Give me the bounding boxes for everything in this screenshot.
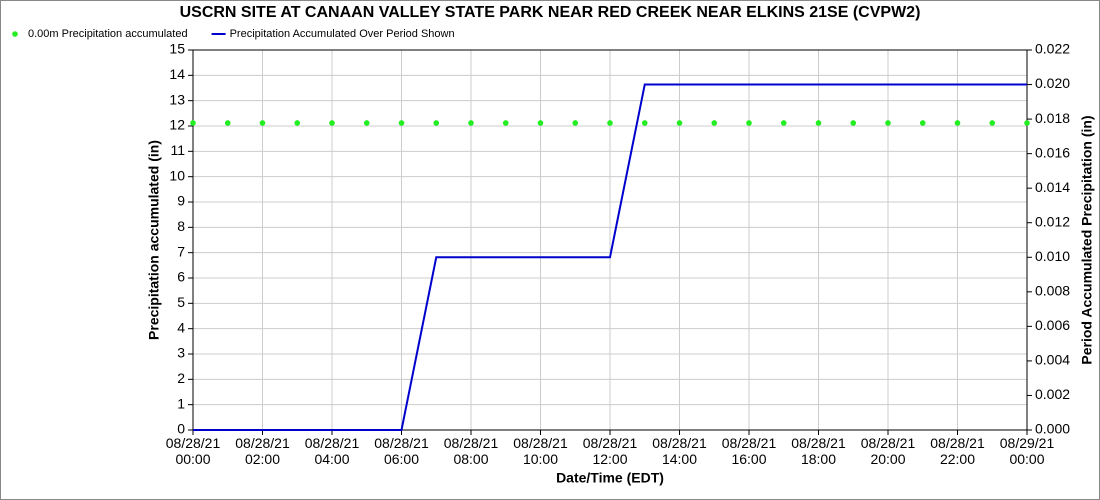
- x-tick-label: 08/28/21 16:00: [721, 435, 777, 467]
- y-tick-label: 7: [177, 243, 185, 259]
- data-point: [850, 120, 857, 126]
- y-tick-label: 2: [177, 370, 185, 386]
- x-axis-label: Date/Time (EDT): [556, 470, 664, 486]
- y-axis-label: Precipitation accumulated (in): [146, 140, 162, 340]
- y-tick-label: 15: [169, 41, 185, 57]
- data-point: [746, 120, 752, 126]
- data-point: [607, 120, 613, 126]
- data-point: [363, 120, 370, 126]
- legend-marker: [12, 31, 18, 37]
- data-point: [468, 120, 474, 126]
- plot-border: [192, 49, 1028, 431]
- data-point: [398, 120, 405, 126]
- data-point: [641, 120, 648, 126]
- y-tick-label: 3: [177, 345, 185, 361]
- y2-tick-label: 0.014: [1035, 179, 1070, 195]
- y-tick-label: 6: [177, 269, 185, 285]
- y-tick-label: 14: [169, 66, 185, 82]
- y-tick-label: 1: [177, 395, 185, 411]
- data-point: [572, 120, 579, 126]
- data-point: [259, 120, 266, 126]
- y2-axis-label: Period Accumulated Precipitation (in): [1079, 115, 1095, 364]
- x-tick-label: 08/28/21 06:00: [374, 435, 429, 467]
- data-point: [885, 120, 891, 126]
- data-point: [954, 120, 961, 126]
- x-tick-label: 08/28/21 04:00: [304, 435, 360, 467]
- legend-label: Precipitation Accumulated Over Period Sh…: [230, 28, 455, 40]
- data-point: [1024, 120, 1030, 126]
- y2-tick-label: 0.020: [1035, 75, 1070, 91]
- data-point: [676, 120, 683, 126]
- data-point: [294, 120, 301, 126]
- y2-tick-label: 0.002: [1035, 386, 1070, 402]
- x-tick-label: 08/28/21 14:00: [652, 435, 707, 467]
- data-point: [537, 120, 544, 126]
- legend-label: 0.00m Precipitation accumulated: [28, 28, 188, 40]
- x-tick-label: 08/28/21 18:00: [791, 435, 846, 467]
- data-line: [193, 83, 1027, 431]
- y2-tick-label: 0.006: [1035, 317, 1070, 333]
- y2-tick-label: 0.018: [1035, 110, 1070, 126]
- data-point: [919, 120, 926, 126]
- data-point: [224, 120, 231, 126]
- y2-tick-label: 0.022: [1035, 41, 1070, 57]
- data-point: [989, 120, 996, 126]
- x-tick-label: 08/28/21 10:00: [513, 435, 568, 467]
- data-point: [711, 120, 718, 126]
- x-tick-label: 08/28/21 12:00: [582, 435, 638, 467]
- data-point: [433, 120, 440, 126]
- data-point: [329, 120, 335, 126]
- y2-tick-label: 0.010: [1035, 248, 1070, 264]
- y-tick-label: 8: [177, 218, 185, 234]
- x-tick-label: 08/28/21 02:00: [235, 435, 290, 467]
- x-tick-label: 08/29/21 00:00: [999, 435, 1055, 467]
- x-tick-label: 08/28/21 00:00: [165, 435, 221, 467]
- y2-tick-label: 0.012: [1035, 213, 1070, 229]
- y-tick-label: 10: [169, 167, 185, 183]
- y2-tick-label: 0.004: [1035, 352, 1070, 368]
- chart-title: USCRN SITE AT CANAAN VALLEY STATE PARK N…: [180, 4, 921, 21]
- y2-tick-label: 0.000: [1035, 421, 1070, 437]
- x-tick-label: 08/28/21 08:00: [443, 435, 499, 467]
- y-tick-label: 4: [177, 319, 185, 335]
- y-tick-label: 9: [177, 193, 185, 209]
- data-point: [502, 120, 509, 126]
- y2-tick-label: 0.016: [1035, 144, 1070, 160]
- x-tick-label: 08/28/21 22:00: [930, 435, 985, 467]
- data-point: [190, 120, 196, 126]
- y-tick-label: 12: [169, 117, 185, 133]
- x-tick-label: 08/28/21 20:00: [860, 435, 916, 467]
- y-tick-label: 11: [170, 142, 185, 158]
- data-point: [815, 120, 822, 126]
- y2-tick-label: 0.008: [1035, 283, 1070, 299]
- y-tick-label: 13: [169, 91, 185, 107]
- data-point: [780, 120, 787, 126]
- y-tick-label: 5: [177, 294, 185, 310]
- y-tick-label: 0: [177, 421, 185, 437]
